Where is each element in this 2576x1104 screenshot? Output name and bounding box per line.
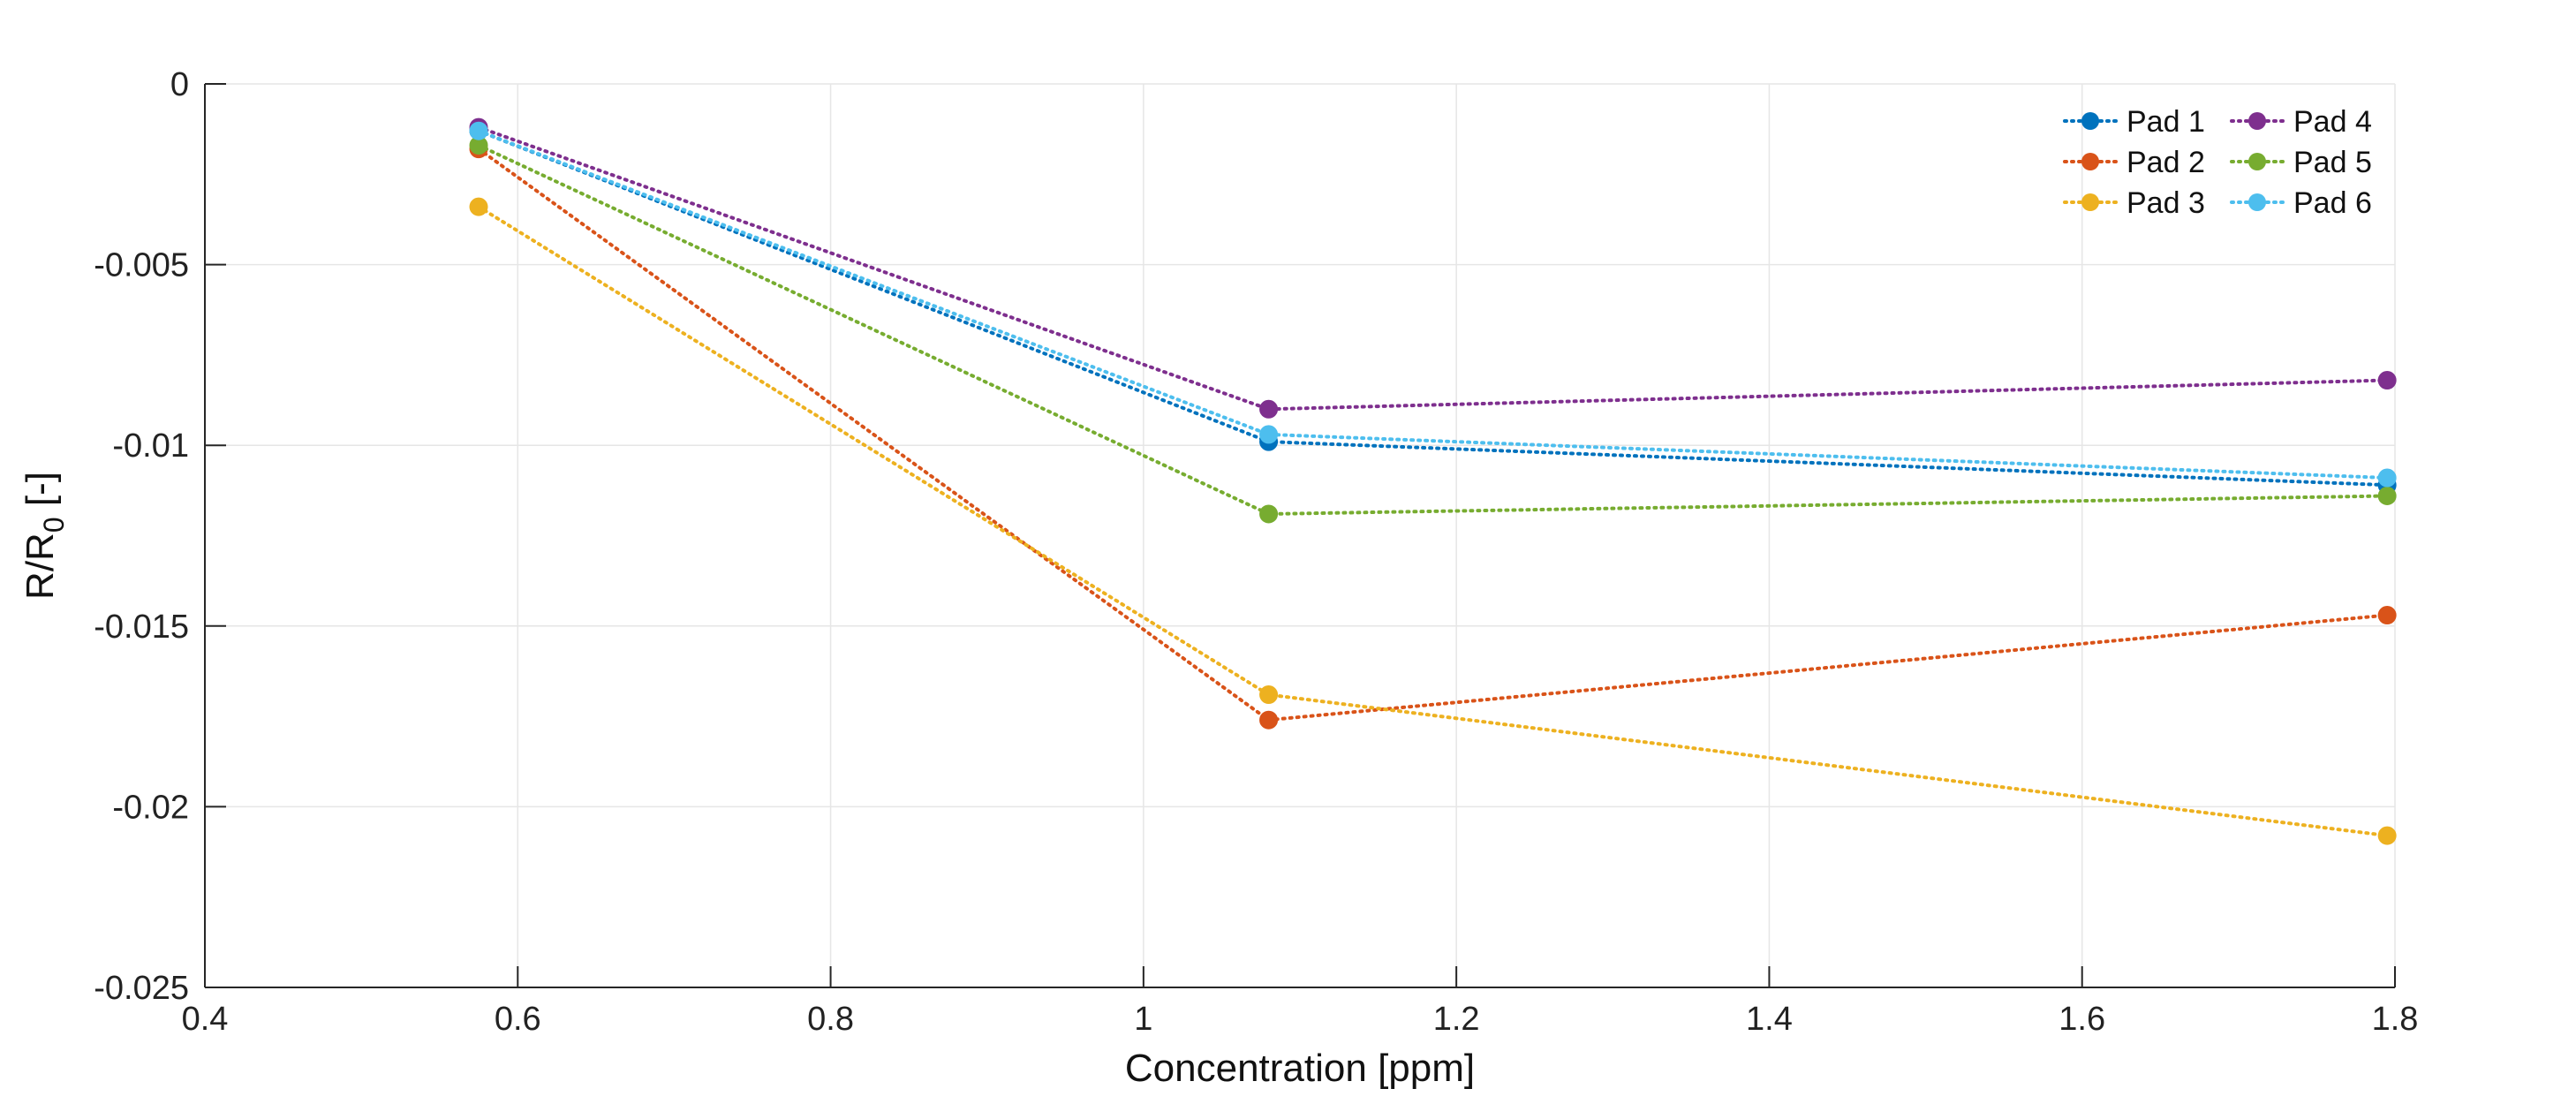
legend-marker bbox=[2081, 153, 2099, 170]
legend-item: Pad 4 bbox=[2230, 105, 2372, 139]
x-tick-label: 0.6 bbox=[495, 1001, 541, 1038]
data-point bbox=[2377, 468, 2397, 488]
y-tick-label: -0.015 bbox=[94, 609, 189, 646]
x-tick-label: 0.8 bbox=[807, 1001, 854, 1038]
legend-item: Pad 3 bbox=[2063, 186, 2205, 220]
series-3 bbox=[469, 197, 2397, 845]
data-point bbox=[1259, 685, 1279, 705]
legend-label: Pad 2 bbox=[2127, 146, 2205, 179]
legend-label: Pad 3 bbox=[2127, 186, 2205, 220]
legend-marker bbox=[2248, 193, 2266, 211]
y-axis-title-main: R/R bbox=[19, 533, 62, 600]
y-tick-label: 0 bbox=[170, 66, 189, 103]
data-point bbox=[2377, 826, 2397, 845]
legend-label: Pad 5 bbox=[2293, 146, 2372, 179]
x-tick-label: 1.4 bbox=[1746, 1001, 1793, 1038]
legend-item: Pad 1 bbox=[2063, 105, 2205, 139]
legend-label: Pad 4 bbox=[2293, 105, 2372, 139]
legend-marker bbox=[2248, 112, 2266, 130]
x-tick-label: 1.2 bbox=[1433, 1001, 1480, 1038]
data-point bbox=[2377, 486, 2397, 505]
legend-marker bbox=[2081, 112, 2099, 130]
series-5 bbox=[469, 136, 2397, 524]
y-axis-ticks: 0 -0.005 -0.01 -0.015 -0.02 -0.025 bbox=[94, 66, 226, 1007]
y-tick-label: -0.005 bbox=[94, 247, 189, 284]
data-point bbox=[1259, 504, 1279, 524]
legend-item: Pad 5 bbox=[2230, 146, 2372, 179]
y-tick-label: -0.025 bbox=[94, 970, 189, 1007]
legend-marker bbox=[2081, 193, 2099, 211]
legend-label: Pad 6 bbox=[2293, 186, 2372, 220]
series-group bbox=[469, 117, 2397, 845]
series-line bbox=[477, 125, 2390, 412]
y-axis-title: R/R0 [-] bbox=[19, 472, 70, 600]
legend-item: Pad 2 bbox=[2063, 146, 2205, 179]
x-axis-ticks: 0.4 0.6 0.8 1 1.2 1.4 1.6 1.8 bbox=[182, 966, 2419, 1038]
data-point bbox=[2377, 371, 2397, 390]
data-point bbox=[1259, 399, 1279, 419]
axes bbox=[204, 84, 2395, 988]
data-point bbox=[1259, 425, 1279, 444]
legend: Pad 1 Pad 2 Pad 3 Pad 4 Pad 5 Pad 6 bbox=[2063, 105, 2372, 220]
x-tick-label: 1 bbox=[1134, 1001, 1152, 1038]
y-axis-title-subscript: 0 bbox=[38, 517, 70, 533]
data-point bbox=[469, 121, 488, 140]
x-tick-label: 0.4 bbox=[182, 1001, 229, 1038]
legend-item: Pad 6 bbox=[2230, 186, 2372, 220]
data-point bbox=[1259, 710, 1279, 730]
x-tick-label: 1.6 bbox=[2059, 1001, 2105, 1038]
x-axis-title: Concentration [ppm] bbox=[1125, 1047, 1475, 1090]
legend-label: Pad 1 bbox=[2127, 105, 2205, 139]
y-tick-label: -0.01 bbox=[112, 427, 189, 465]
y-tick-label: -0.02 bbox=[112, 789, 189, 826]
legend-marker bbox=[2248, 153, 2266, 170]
data-point bbox=[2377, 606, 2397, 625]
y-axis-title-suffix: [-] bbox=[19, 472, 62, 517]
data-point bbox=[469, 197, 488, 216]
series-6 bbox=[469, 121, 2397, 488]
plot-background bbox=[205, 84, 2395, 987]
x-tick-label: 1.8 bbox=[2372, 1001, 2419, 1038]
